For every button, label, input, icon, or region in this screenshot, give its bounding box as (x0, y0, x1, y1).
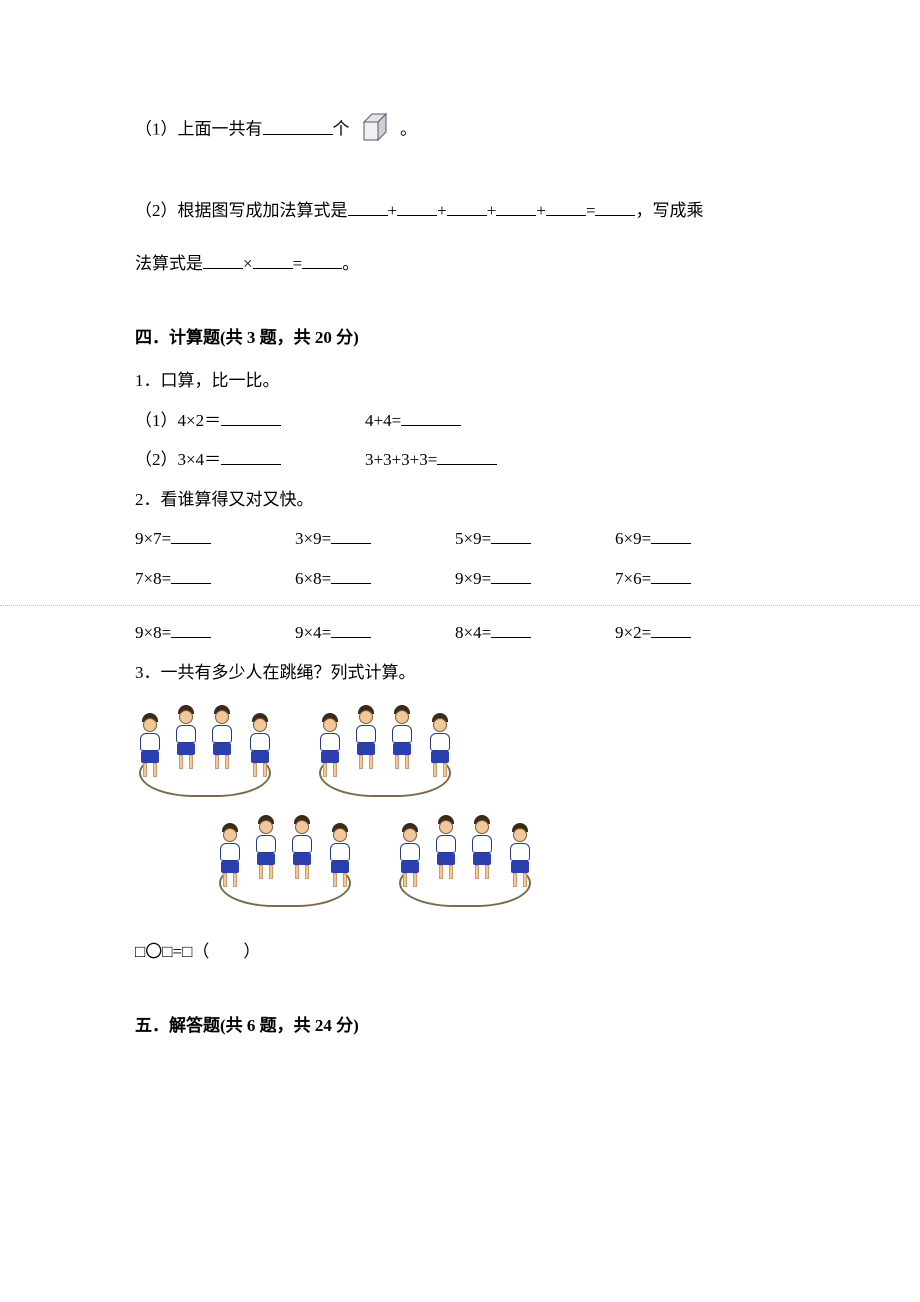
q2-prefix: （2）根据图写成加法算式是 (135, 201, 348, 220)
p2-r1-c1: 6×8= (295, 566, 455, 592)
p2-r2-c0-expr: 9×8= (135, 623, 171, 642)
kids-group-4 (395, 813, 535, 911)
p1-r0-b-blank[interactable] (401, 409, 461, 426)
p2-r1-c2-blank[interactable] (491, 567, 531, 584)
dotted-rule (0, 605, 920, 606)
p2-r0-c1: 3×9= (295, 526, 455, 552)
add-blank-3[interactable] (447, 199, 487, 216)
q2-line2-prefix: 法算式是 (135, 254, 203, 273)
p1-r1-a: （2）3×4＝ (135, 447, 365, 473)
p2-r2-c3-blank[interactable] (651, 621, 691, 638)
p2-r1-c0-blank[interactable] (171, 567, 211, 584)
p2-r1-c1-expr: 6×8= (295, 569, 331, 588)
cube-icon (358, 110, 392, 152)
p2-r2-c2: 8×4= (455, 620, 615, 646)
p2-row-1: 7×8= 6×8= 9×9= 7×6= (135, 566, 785, 592)
p1-r1-b-expr: 3+3+3+3= (365, 450, 437, 469)
p1-r0-b-expr: 4+4= (365, 411, 401, 430)
p1-title: 1．口算，比一比。 (135, 368, 785, 394)
p1-r0-b: 4+4= (365, 408, 595, 434)
add-blank-4[interactable] (496, 199, 536, 216)
p2-r0-c1-blank[interactable] (331, 527, 371, 544)
add-blank-2[interactable] (397, 199, 437, 216)
q2-line2: 法算式是×=。 (135, 251, 785, 277)
kids-row-1 (135, 703, 785, 801)
p1-r0-a-blank[interactable] (221, 409, 281, 426)
q1-prefix: （1）上面一共有 (135, 120, 263, 139)
q1-line: （1）上面一共有 个 。 (135, 110, 785, 152)
p2-r2-c0-blank[interactable] (171, 621, 211, 638)
p2-r2-c1-expr: 9×4= (295, 623, 331, 642)
p2-r1-c2: 9×9= (455, 566, 615, 592)
p2-r2-c2-blank[interactable] (491, 621, 531, 638)
p2-r0-c0-expr: 9×7= (135, 529, 171, 548)
p2-r1-c0: 7×8= (135, 566, 295, 592)
p1-r0-a-expr: （1）4×2＝ (135, 411, 221, 430)
mul-blank-2[interactable] (253, 252, 293, 269)
p3-title: 3．一共有多少人在跳绳？列式计算。 (135, 660, 785, 686)
sec5-title: 五．解答题(共 6 题，共 24 分) (135, 1013, 785, 1039)
kids-row-2 (215, 813, 785, 911)
p3-expr[interactable]: □〇□=□（ ） (135, 939, 785, 965)
p1-r1-a-expr: （2）3×4＝ (135, 450, 221, 469)
p2-r0-c2: 5×9= (455, 526, 615, 552)
add-blank-5[interactable] (546, 199, 586, 216)
p2-r1-c3-blank[interactable] (651, 567, 691, 584)
p2-r1-c3-expr: 7×6= (615, 569, 651, 588)
kids-group-2 (315, 703, 455, 801)
p1-r1-b-blank[interactable] (437, 448, 497, 465)
kids-group-1 (135, 703, 275, 801)
p2-r2-c1: 9×4= (295, 620, 455, 646)
q1-suffix: 个 (333, 120, 350, 139)
p2-r1-c0-expr: 7×8= (135, 569, 171, 588)
p1-r1-a-blank[interactable] (221, 448, 281, 465)
p2-r0-c2-blank[interactable] (491, 527, 531, 544)
add-blank-1[interactable] (348, 199, 388, 216)
add-result-blank[interactable] (595, 199, 635, 216)
p2-row-0: 9×7= 3×9= 5×9= 6×9= (135, 526, 785, 552)
p2-r2-c0: 9×8= (135, 620, 295, 646)
p2-r2-c1-blank[interactable] (331, 621, 371, 638)
p1-row-0: （1）4×2＝ 4+4= (135, 408, 785, 434)
p2-r0-c3: 6×9= (615, 526, 775, 552)
q2-line1: （2）根据图写成加法算式是++++=，写成乘 (135, 198, 785, 224)
sec4-title: 四．计算题(共 3 题，共 20 分) (135, 325, 785, 351)
kids-group-3 (215, 813, 355, 911)
p2-r1-c1-blank[interactable] (331, 567, 371, 584)
p1-row-1: （2）3×4＝ 3+3+3+3= (135, 447, 785, 473)
p2-title: 2．看谁算得又对又快。 (135, 487, 785, 513)
p2-r0-c2-expr: 5×9= (455, 529, 491, 548)
q1-period: 。 (400, 120, 417, 139)
p2-r0-c3-blank[interactable] (651, 527, 691, 544)
p2-r1-c3: 7×6= (615, 566, 775, 592)
mul-blank-1[interactable] (203, 252, 243, 269)
p2-r0-c0: 9×7= (135, 526, 295, 552)
p2-r2-c3-expr: 9×2= (615, 623, 651, 642)
q2-comma: ，写成乘 (635, 201, 703, 220)
mul-result-blank[interactable] (302, 252, 342, 269)
kids-figure (135, 703, 785, 911)
p1-r0-a: （1）4×2＝ (135, 408, 365, 434)
p2-r2-c2-expr: 8×4= (455, 623, 491, 642)
p2-r2-c3: 9×2= (615, 620, 775, 646)
p2-row-2: 9×8= 9×4= 8×4= 9×2= (135, 620, 785, 646)
p2-r0-c0-blank[interactable] (171, 527, 211, 544)
p1-r1-b: 3+3+3+3= (365, 447, 595, 473)
p2-r1-c2-expr: 9×9= (455, 569, 491, 588)
q1-blank[interactable] (263, 118, 333, 135)
p2-r0-c3-expr: 6×9= (615, 529, 651, 548)
p2-r0-c1-expr: 3×9= (295, 529, 331, 548)
q2-period: 。 (342, 254, 359, 273)
